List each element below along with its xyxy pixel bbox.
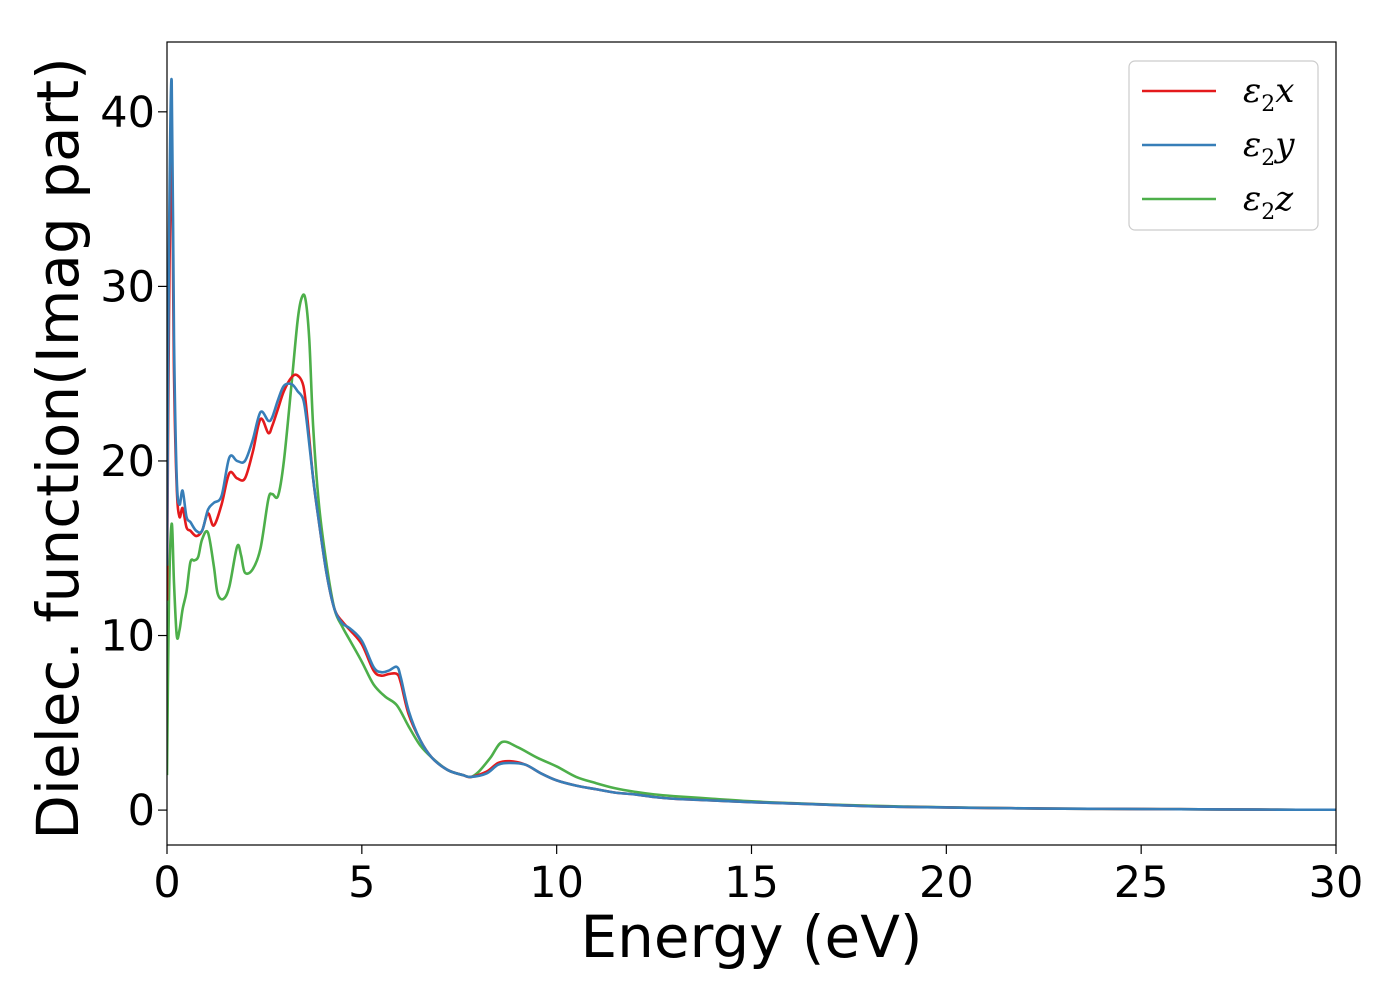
y-tick-label: 0 [128,786,155,836]
legend-symbol: ε [1243,125,1261,165]
legend-variable: x [1275,71,1294,111]
legend-variable: z [1274,179,1294,219]
legend-entry-y: ε2y [1243,125,1295,171]
legend-box [1128,60,1319,231]
x-tick-label: 25 [1114,858,1169,908]
y-axis: 0 10 20 30 40 [100,88,167,836]
x-tick-label: 30 [1309,858,1364,908]
x-tick-label: 15 [724,858,779,908]
y-tick-label: 20 [100,437,155,487]
x-axis-label: Energy (eV) [580,903,922,971]
legend-subscript: 2 [1261,146,1275,171]
legend-entry-z: ε2z [1243,179,1294,225]
y-axis-label: Dielec. function(Imag part) [24,57,92,840]
x-tick-label: 5 [348,858,375,908]
x-tick-label: 10 [529,858,584,908]
y-tick-label: 10 [100,612,155,662]
legend-entry-x: ε2x [1243,71,1294,117]
series-line-z [167,293,1336,812]
legend-subscript: 2 [1261,200,1275,225]
legend-subscript: 2 [1261,92,1275,117]
legend-symbol: ε [1243,179,1261,219]
x-axis: 0 5 10 15 20 25 30 [153,845,1363,908]
legend-symbol: ε [1243,71,1261,111]
x-tick-label: 0 [153,858,180,908]
x-tick-label: 20 [919,858,974,908]
legend-variable: y [1273,125,1295,165]
y-tick-label: 30 [100,262,155,312]
y-tick-label: 40 [100,88,155,138]
plot-area [167,77,1336,812]
series-line-x [167,145,1336,812]
series-line-y [167,77,1336,812]
